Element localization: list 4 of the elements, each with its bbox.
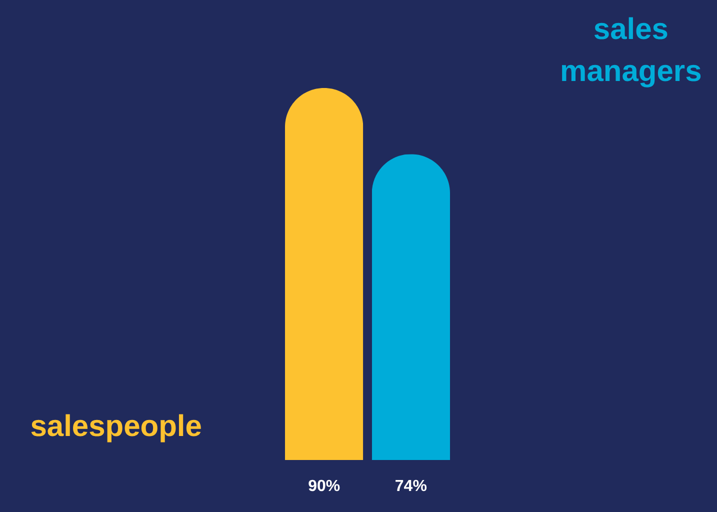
data-label: 90%	[308, 478, 340, 495]
data-label: 74%	[394, 478, 427, 495]
text: sales managers	[560, 13, 702, 88]
text: salespeople	[30, 410, 202, 443]
